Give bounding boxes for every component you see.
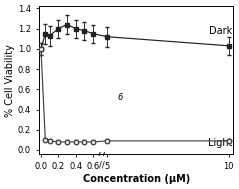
X-axis label: Concentration (μM): Concentration (μM) [82,174,190,184]
Text: Light: Light [208,138,232,148]
Text: //: // [99,160,105,169]
Y-axis label: % Cell Viability: % Cell Viability [5,44,15,117]
Text: 6: 6 [118,93,123,102]
Text: Dark: Dark [209,26,232,36]
